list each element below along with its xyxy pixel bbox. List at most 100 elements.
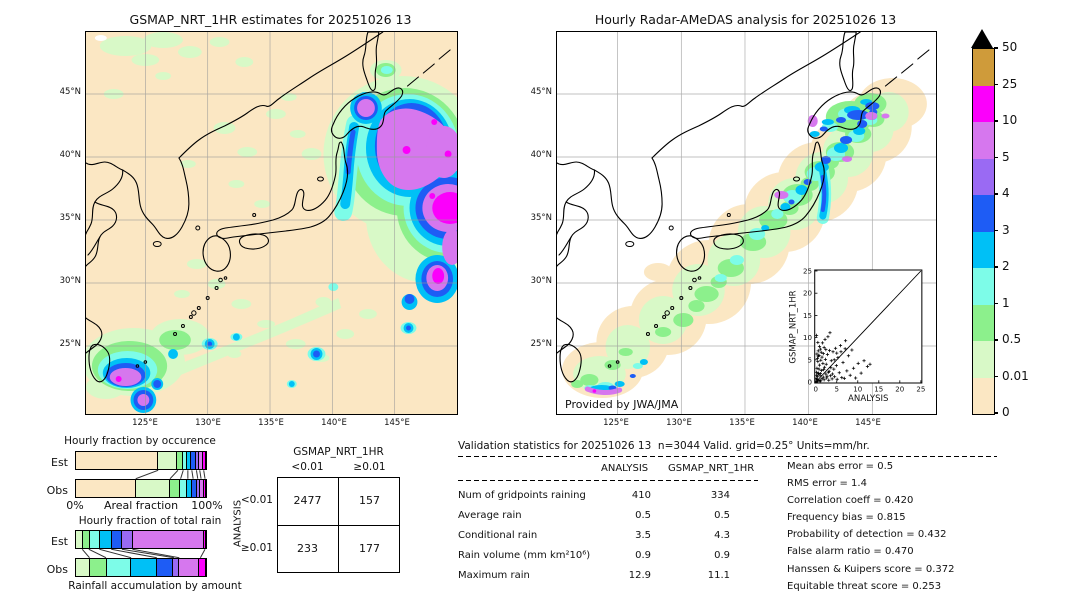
coastline — [86, 32, 451, 383]
contingency-cell: 177 — [359, 542, 380, 555]
occurrence-est-label: Est — [51, 456, 68, 469]
bar-segment-magenta — [202, 452, 206, 469]
lat-tick: 40°N — [59, 150, 81, 160]
colorbar-segment-purple — [973, 158, 994, 195]
radar-analysis-map: 0 5 10 15 20 25 0 5 10 15 20 25 ANALYSIS GSMAP_NRT_1H… — [556, 31, 937, 415]
stats-row-label: Maximum rain — [458, 570, 530, 581]
colorbar-tick-label: 25 — [1002, 76, 1018, 91]
colorbar-tick-label: 10 — [1002, 113, 1018, 127]
bar-segment-violet — [200, 480, 204, 497]
grid-lines — [557, 32, 936, 414]
colorbar-tick-label: 50 — [1002, 40, 1018, 54]
colorbar-tick-label: 3 — [1002, 222, 1010, 237]
stats-gsmap-value: 0.9 — [714, 550, 730, 561]
contingency-cell: 157 — [359, 494, 380, 507]
contingency-col-label: <0.01 — [291, 461, 324, 473]
stats-row-label: Conditional rain — [458, 530, 538, 541]
bar-segment-blue — [111, 531, 123, 548]
colorbar-tick-label: 1 — [1002, 295, 1010, 310]
occurrence-obs-bar — [75, 479, 207, 498]
stats-table: Num of gridpoints raining 410 334 Average r… — [458, 487, 758, 587]
bar-segment-magenta — [204, 531, 206, 548]
lat-tick: 35°N — [59, 213, 81, 223]
colorbar-segment-blue — [973, 195, 994, 232]
gsmap-map-canvas — [86, 32, 457, 414]
colorbar-tick — [994, 229, 998, 232]
bar-connector — [99, 549, 131, 557]
bar-segment-cyan — [187, 480, 193, 497]
lon-tick: 135°E — [258, 418, 284, 428]
contingency-row-label: ≥0.01 — [240, 542, 273, 554]
occurrence-chart-title: Hourly fraction by occurence — [64, 435, 216, 447]
stats-col-analysis: ANALYSIS — [601, 463, 649, 474]
bar-segment-pale_green — [157, 452, 178, 469]
stats-table-row: Rain volume (mm km²10⁶) 0.9 0.9 — [458, 547, 758, 567]
colorbar-tick — [994, 47, 998, 49]
divider — [458, 480, 758, 481]
bar-segment-blue — [191, 452, 196, 469]
score-line: Hanssen & Kuipers score = 0.372 — [787, 563, 955, 575]
identity-line — [815, 270, 922, 383]
lat-tick: 25°N — [530, 339, 552, 349]
bar-segment-blue — [192, 480, 197, 497]
colorbar-tick — [994, 266, 998, 268]
colorbar-segment-magenta — [973, 85, 994, 122]
totalrain-chart-title: Hourly fraction of total rain — [78, 515, 222, 527]
bar-segment-green — [83, 531, 90, 548]
colorbar — [972, 48, 995, 415]
colorbar-tick — [994, 412, 998, 414]
bar-connector — [136, 470, 158, 478]
colorbar-labels: 50 25 10 5 4 3 2 1 0.5 0.01 0 — [993, 40, 1037, 419]
colorbar-segment-aqua — [973, 268, 994, 305]
bar-segment-violet — [178, 559, 200, 576]
bar-segment-pale_green — [76, 531, 84, 548]
x-max-label: 100% — [191, 499, 223, 512]
stats-row-label: Rain volume (mm km²10⁶) — [458, 550, 591, 561]
colorbar-segment-gold — [973, 49, 994, 86]
colorbar-tick-label: 2 — [1002, 259, 1010, 273]
colorbar-segment-cyan — [973, 231, 994, 268]
bar-segment-aqua — [106, 559, 132, 576]
colorbar-tick-label: 5 — [1002, 149, 1010, 164]
stats-gsmap-value: 4.3 — [714, 530, 730, 541]
contingency-row-label: <0.01 — [240, 494, 273, 506]
bar-connector — [204, 470, 205, 478]
lat-tick: 30°N — [59, 276, 81, 286]
colorbar-tick-label: 0 — [1002, 405, 1010, 419]
lon-tick: 145°E — [384, 418, 410, 428]
colorbar-tick — [994, 375, 998, 378]
bar-connector — [89, 549, 106, 557]
stats-analysis-value: 0.5 — [635, 510, 651, 521]
stats-row-label: Average rain — [458, 510, 522, 521]
bar-connector — [82, 549, 89, 557]
lat-tick: 35°N — [530, 213, 552, 223]
bar-segment-aqua — [89, 531, 101, 548]
colorbar-segment-violet — [973, 122, 994, 159]
colorbar-tick — [994, 83, 998, 86]
stats-analysis-value: 410 — [631, 490, 651, 501]
inset-x-tick-label: 5 — [835, 385, 839, 394]
stats-gsmap-value: 0.5 — [714, 510, 730, 521]
contingency-cell: 2477 — [293, 494, 322, 507]
bar-connector — [132, 549, 179, 557]
score-line: False alarm ratio = 0.470 — [787, 546, 914, 558]
score-line: Equitable threat score = 0.253 — [787, 580, 942, 592]
scatter-inset: 0 5 10 15 20 25 0 5 10 15 20 25 ANALYSIS GSMAP_NRT_1H… — [788, 267, 925, 404]
occurrence-est-bar — [75, 451, 207, 470]
bar-segment-green — [169, 480, 180, 497]
bar-segment-pale_green — [76, 559, 91, 576]
inset-y-tick-label: 15 — [803, 311, 812, 320]
inset-x-tick-label: 0 — [813, 385, 817, 394]
stats-table-row: Num of gridpoints raining 410 334 — [458, 487, 758, 507]
bar-segment-purple — [173, 559, 179, 576]
score-line: RMS error = 1.4 — [787, 478, 867, 490]
totalrain-est-bar — [75, 530, 207, 549]
validation-title: Validation statistics for 20251026 13 n=… — [458, 440, 870, 452]
lon-tick: 130°E — [195, 418, 221, 428]
bar-connector — [192, 470, 193, 478]
inset-x-tick-label: 20 — [895, 385, 904, 394]
inset-ylabel: GSMAP_NRT_1HR — [788, 290, 798, 363]
lat-tick: 25°N — [59, 339, 81, 349]
score-line: Correlation coeff = 0.420 — [787, 495, 914, 507]
bar-segment-purple — [122, 531, 133, 548]
